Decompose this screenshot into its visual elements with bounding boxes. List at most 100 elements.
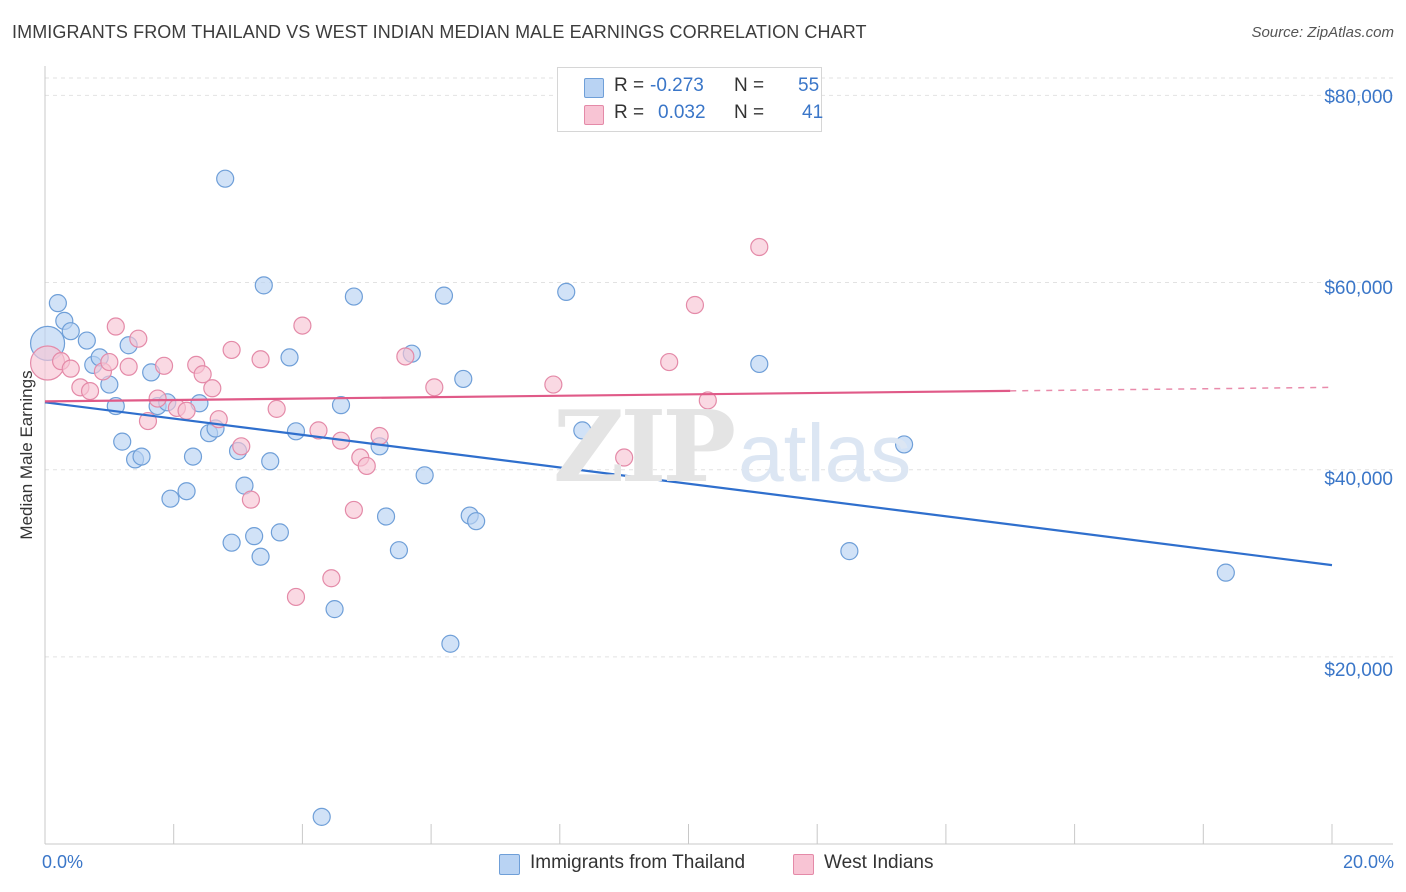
west-indian-point-29: [344, 500, 363, 520]
thailand-point-49: [750, 354, 769, 374]
thailand-point-51: [894, 435, 914, 454]
thailand-point-23: [222, 533, 241, 552]
west-indian-point-36: [615, 448, 634, 467]
thailand-point-35: [331, 396, 351, 415]
thailand-point-46: [467, 512, 486, 531]
thailand-point-34: [325, 600, 344, 619]
y-axis-label: Median Male Earnings: [17, 370, 36, 540]
x-tick-label-max: 20.0%: [1342, 852, 1394, 872]
thailand-point-10: [113, 432, 132, 451]
y-tick-label-40000: $40,000: [1324, 469, 1393, 490]
legend-swatch-west-indians: [584, 105, 604, 125]
bottom-legend-swatch-west-indians: [793, 854, 814, 875]
thailand-point-33: [312, 807, 331, 826]
trend-line-west-indians-extension: [1010, 386, 1333, 392]
thailand-point-12: [132, 447, 151, 466]
west-indian-point-22: [251, 350, 270, 369]
watermark: ZIPatlas: [553, 398, 911, 497]
legend-r-value: 0.032: [658, 102, 706, 123]
trend-lines: [44, 386, 1333, 567]
y-tick-label-60000: $60,000: [1324, 278, 1393, 299]
thailand-point-26: [245, 527, 264, 546]
west-indian-point-4: [80, 381, 100, 401]
series-west-indians: [29, 237, 769, 607]
west-indian-point-19: [222, 340, 241, 360]
west-indian-point-32: [370, 426, 389, 446]
west-indian-point-40: [750, 237, 769, 257]
west-indian-point-9: [129, 329, 148, 348]
watermark-zip: ZIP: [553, 390, 736, 505]
thailand-point-28: [254, 276, 273, 295]
thailand-point-36: [344, 287, 363, 306]
trend-line-west-indians: [44, 389, 1011, 403]
west-indian-point-17: [203, 379, 222, 398]
west-indian-point-11: [148, 389, 167, 408]
legend-r-label: R =: [614, 75, 645, 96]
west-indian-point-34: [425, 378, 444, 397]
thailand-point-1: [48, 294, 67, 313]
legend-swatch-thailand: [584, 78, 604, 98]
west-indian-point-6: [100, 352, 119, 372]
west-indian-point-37: [660, 352, 679, 372]
thailand-point-41: [415, 466, 434, 485]
west-indian-point-23: [267, 399, 286, 418]
thailand-point-31: [280, 348, 299, 367]
west-indian-point-2: [61, 359, 80, 378]
west-indian-point-7: [106, 317, 125, 336]
thailand-point-27: [251, 547, 270, 566]
thailand-point-50: [840, 542, 859, 561]
west-indian-point-12: [154, 356, 174, 375]
thailand-point-32: [286, 422, 306, 441]
legend-r-label: R =: [614, 102, 645, 123]
legend-n-value: 55: [798, 75, 820, 96]
chart-title: IMMIGRANTS FROM THAILAND VS WEST INDIAN …: [12, 22, 867, 42]
west-indian-point-26: [309, 421, 328, 440]
legend-n-label: N =: [734, 102, 765, 123]
thailand-point-52: [1216, 563, 1235, 582]
west-indian-point-25: [293, 316, 312, 335]
gridlines: [45, 77, 1393, 658]
west-indian-point-31: [357, 456, 376, 476]
west-indian-point-27: [322, 569, 341, 588]
trend-line-thailand: [44, 401, 1333, 567]
west-indian-point-21: [241, 490, 261, 509]
west-indian-point-14: [177, 401, 196, 420]
thailand-point-44: [454, 369, 473, 389]
thailand-point-16: [161, 489, 180, 508]
legend-n-label: N =: [734, 75, 765, 96]
x-tick-label-min: 0.0%: [42, 852, 84, 872]
watermark-atlas: atlas: [738, 408, 912, 499]
west-indian-point-38: [685, 295, 705, 315]
west-indian-point-8: [119, 357, 138, 376]
thailand-point-3: [61, 322, 80, 341]
thailand-point-17: [177, 482, 196, 501]
bottom-legend-swatch-thailand: [499, 854, 520, 875]
bottom-legend-label-west-indians: West Indians: [824, 852, 934, 873]
bottom-legend-label-thailand: Immigrants from Thailand: [530, 852, 746, 873]
west-indian-point-35: [544, 375, 563, 394]
west-indian-point-24: [286, 587, 306, 607]
thailand-point-30: [270, 523, 289, 542]
thailand-point-43: [441, 634, 460, 653]
legend-r-value: -0.273: [650, 75, 704, 96]
west-indian-point-20: [232, 437, 251, 456]
thailand-point-42: [434, 286, 454, 305]
thailand-point-38: [376, 507, 396, 526]
y-tick-label-20000: $20,000: [1324, 660, 1393, 681]
thailand-point-29: [261, 452, 280, 471]
thailand-point-22: [216, 169, 235, 188]
y-tick-label-80000: $80,000: [1324, 87, 1393, 108]
legend-n-value: 41: [802, 102, 824, 123]
axes: [44, 66, 1393, 845]
west-indian-point-16: [193, 365, 212, 384]
correlation-legend: R = -0.273 N = 55 R = 0.032 N = 41: [557, 67, 824, 132]
thailand-point-39: [389, 541, 409, 560]
west-indian-point-39: [698, 391, 717, 410]
thailand-point-48: [573, 421, 592, 440]
thailand-point-47: [557, 282, 576, 302]
thailand-point-4: [77, 331, 96, 350]
thailand-point-18: [183, 447, 203, 466]
source-credit: Source: ZipAtlas.com: [1251, 24, 1394, 41]
west-indian-point-33: [396, 347, 415, 366]
